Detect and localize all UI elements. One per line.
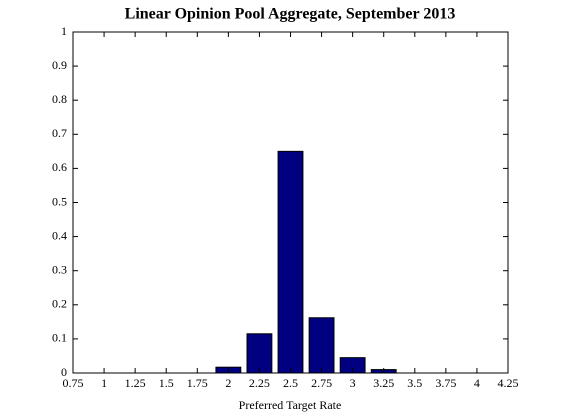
x-tick-label: 3 — [350, 376, 356, 390]
x-tick-label: 3.75 — [435, 376, 456, 390]
y-tick-label: 0.4 — [52, 228, 67, 242]
bar — [277, 150, 304, 374]
y-tick-label: 0.8 — [52, 92, 67, 106]
x-tick-label: 1.25 — [125, 376, 146, 390]
x-axis-label: Preferred Target Rate — [239, 398, 342, 412]
x-tick-label: 1.75 — [187, 376, 208, 390]
x-tick-label: 3.5 — [407, 376, 422, 390]
bar — [246, 333, 273, 374]
x-tick-label: 3.25 — [373, 376, 394, 390]
x-tick-label: 2.75 — [311, 376, 332, 390]
x-tick-label: 1.5 — [159, 376, 174, 390]
y-tick-label: 0.3 — [52, 262, 67, 276]
x-tick-label: 2.5 — [283, 376, 298, 390]
x-tick-label: 4.25 — [498, 376, 519, 390]
x-tick-label: 2.25 — [249, 376, 270, 390]
x-tick-label: 4 — [474, 376, 480, 390]
x-tick-label: 2 — [225, 376, 231, 390]
y-tick-label: 0.1 — [52, 331, 67, 345]
y-tick-label: 0.7 — [52, 126, 67, 140]
x-tick-label: 1 — [101, 376, 107, 390]
y-tick-label: 1 — [61, 24, 67, 38]
x-tick-label: 0.75 — [63, 376, 84, 390]
y-tick-label: 0 — [61, 365, 67, 379]
bar — [308, 317, 335, 374]
y-tick-label: 0.5 — [52, 194, 67, 208]
chart-title: Linear Opinion Pool Aggregate, September… — [125, 6, 456, 23]
y-tick-label: 0.6 — [52, 160, 67, 174]
y-tick-label: 0.9 — [52, 58, 67, 72]
y-tick-label: 0.2 — [52, 297, 67, 311]
